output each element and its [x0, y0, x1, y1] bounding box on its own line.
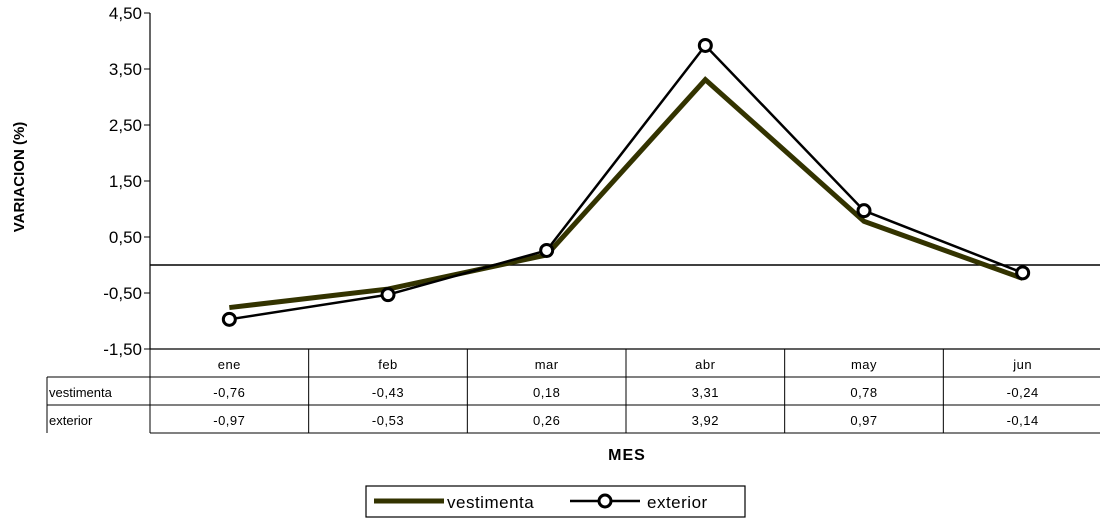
data-point-exterior-mar [539, 242, 555, 258]
x-axis-label: MES [608, 447, 646, 464]
data-point-exterior-abr [697, 37, 713, 53]
data-label: -0,24 [1007, 385, 1039, 400]
data-label: -0,43 [372, 385, 404, 400]
data-label: 3,92 [692, 413, 719, 428]
data-label: 0,78 [850, 385, 877, 400]
data-label: 3,31 [692, 385, 719, 400]
x-tick-label: jun [1012, 357, 1032, 372]
table-row-header: exterior [49, 413, 93, 428]
x-tick-label: feb [378, 357, 398, 372]
data-point-exterior-may [856, 203, 872, 219]
legend: vestimenta exterior [365, 485, 746, 518]
y-axis-label: VARIACION (%) [11, 122, 28, 233]
table-row-header: vestimenta [49, 385, 113, 400]
y-tick-label: -1,50 [103, 340, 142, 359]
y-axis-ticks: 4,50 3,50 2,50 1,50 0,50 -0,50 -1,50 [103, 4, 150, 359]
data-point-exterior-jun [1015, 265, 1031, 281]
legend-label: vestimenta [447, 493, 534, 512]
y-tick-label: 3,50 [109, 60, 142, 79]
y-tick-label: 1,50 [109, 172, 142, 191]
data-label: -0,97 [213, 413, 245, 428]
legend-label: exterior [647, 493, 708, 512]
data-label: 0,97 [850, 413, 877, 428]
y-tick-label: 2,50 [109, 116, 142, 135]
data-label: -0,14 [1007, 413, 1039, 428]
data-label: -0,76 [213, 385, 245, 400]
data-label: 0,18 [533, 385, 560, 400]
data-label: 0,26 [533, 413, 560, 428]
series-lines [221, 37, 1031, 327]
y-tick-label: 4,50 [109, 4, 142, 23]
x-tick-label: may [851, 357, 877, 372]
series-line-exterior [229, 43, 1024, 321]
y-tick-label: -0,50 [103, 284, 142, 303]
data-point-exterior-ene [221, 311, 237, 327]
data-label: -0,53 [372, 413, 404, 428]
data-point-exterior-feb [380, 287, 396, 303]
x-tick-label: abr [695, 357, 715, 372]
y-tick-label: 0,50 [109, 228, 142, 247]
data-table: ene feb mar abr may jun vestimenta -0,76 -0,43 0,… [46, 349, 1100, 434]
x-tick-label: ene [218, 357, 241, 372]
x-tick-label: mar [535, 357, 559, 372]
series-line-vestimenta [229, 76, 1024, 311]
legend-marker-exterior [597, 493, 613, 509]
